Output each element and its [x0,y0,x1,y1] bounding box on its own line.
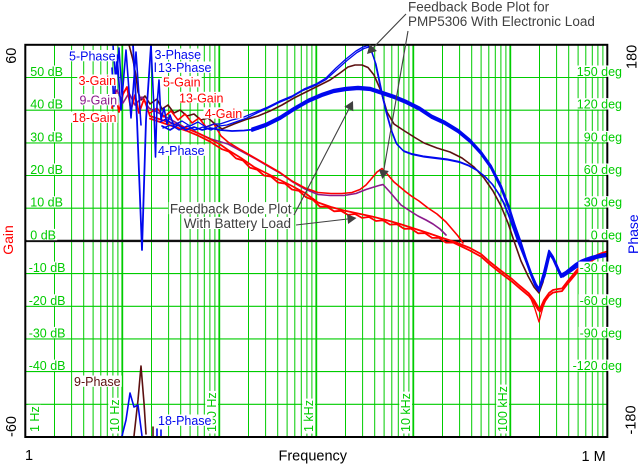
svg-text:10 kHz: 10 kHz [399,393,413,432]
svg-text:0 deg: 0 deg [591,228,622,242]
svg-text:-90 deg: -90 deg [580,326,622,340]
svg-text:3-Gain: 3-Gain [79,74,117,88]
svg-text:Feedback Bode Plot: Feedback Bode Plot [170,201,292,216]
svg-text:-20 dB: -20 dB [29,294,66,308]
svg-text:30 dB: 30 dB [30,130,63,144]
svg-text:20 dB: 20 dB [30,163,63,177]
svg-text:60 deg: 60 deg [584,163,622,177]
svg-text:5-Gain: 5-Gain [163,76,201,90]
svg-text:90 deg: 90 deg [584,130,622,144]
svg-text:Frequency: Frequency [279,448,348,464]
svg-text:3-Phase: 3-Phase [155,48,202,62]
svg-text:150 deg: 150 deg [577,65,622,79]
svg-text:60: 60 [4,48,20,64]
svg-text:Gain: Gain [0,225,16,255]
svg-text:-10 dB: -10 dB [29,261,66,275]
svg-text:-180: -180 [624,405,640,434]
svg-text:18-Gain: 18-Gain [72,111,117,125]
svg-text:100 kHz: 100 kHz [496,386,510,432]
svg-text:Feedback Bode Plot for: Feedback Bode Plot for [408,0,550,15]
svg-text:1 M: 1 M [582,449,606,464]
svg-text:0 dB: 0 dB [30,228,56,242]
svg-text:-60 deg: -60 deg [580,294,622,308]
svg-text:Phase: Phase [625,214,640,254]
svg-text:10 dB: 10 dB [30,196,63,210]
svg-text:180: 180 [625,45,640,69]
svg-text:-120 deg: -120 deg [573,359,622,373]
svg-text:-40 dB: -40 dB [29,359,66,373]
svg-text:With Battery Load: With Battery Load [184,216,291,231]
svg-text:-30 deg: -30 deg [580,261,622,275]
svg-text:18-Phase: 18-Phase [158,414,212,428]
svg-text:40 dB: 40 dB [30,98,63,112]
svg-text:-30 dB: -30 dB [29,326,66,340]
svg-text:13-Phase: 13-Phase [158,61,212,75]
svg-text:PMP5306 With Electronic Load: PMP5306 With Electronic Load [408,14,595,29]
svg-text:13-Gain: 13-Gain [179,91,224,105]
svg-text:4-Phase: 4-Phase [158,144,205,158]
svg-text:50 dB: 50 dB [30,65,63,79]
svg-text:9-Phase: 9-Phase [74,375,121,389]
svg-text:120 deg: 120 deg [577,98,622,112]
svg-text:9-Gain: 9-Gain [80,94,118,108]
svg-text:30 deg: 30 deg [584,196,622,210]
svg-text:1: 1 [25,448,33,464]
svg-text:10 Hz: 10 Hz [108,399,122,432]
svg-text:4-Gain: 4-Gain [205,107,243,121]
svg-text:1 kHz: 1 kHz [302,400,316,432]
svg-text:-60: -60 [4,416,20,437]
svg-text:1 Hz: 1 Hz [28,406,42,432]
svg-text:5-Phase: 5-Phase [69,50,116,64]
